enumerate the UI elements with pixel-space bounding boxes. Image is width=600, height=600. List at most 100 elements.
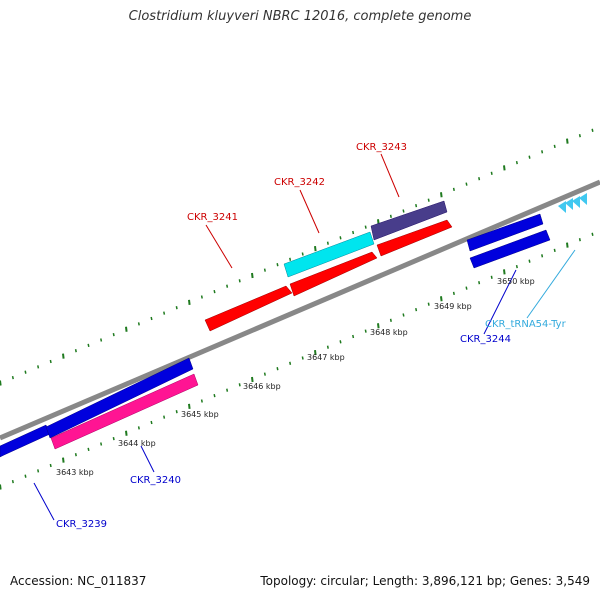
scale-label: 3648 kbp <box>370 328 408 337</box>
gene-ckr-3240[interactable] <box>50 373 199 450</box>
scale-tick-minor <box>100 338 103 342</box>
scale-tick-minor <box>389 214 392 218</box>
scale-tick-minor <box>100 442 103 446</box>
scale-tick-minor <box>326 345 329 349</box>
scale-tick-minor <box>289 257 292 261</box>
scale-tick-minor <box>364 329 367 333</box>
scale-label: 3644 kbp <box>118 439 156 448</box>
scale-tick-minor <box>175 410 178 414</box>
scale-tick-major <box>566 242 569 248</box>
scale-tick-major <box>125 430 128 436</box>
scale-tick-minor <box>137 426 140 430</box>
scale-tick-minor <box>490 275 493 279</box>
gene-label-ckr-3243[interactable]: CKR_3243 <box>356 142 407 153</box>
scale-tick-minor <box>276 367 279 371</box>
scale-tick-minor <box>389 318 392 322</box>
scale-tick-minor <box>87 343 90 348</box>
scale-tick-minor <box>263 372 266 376</box>
scale-label: 3649 kbp <box>434 302 472 311</box>
scale-tick-minor <box>541 254 544 258</box>
gene-cyan[interactable] <box>283 231 375 278</box>
scale-tick-minor <box>49 463 52 468</box>
scale-tick-minor <box>578 238 581 242</box>
gene-ckr-3239[interactable] <box>0 424 51 458</box>
map-title: Clostridium kluyveri NBRC 12016, complet… <box>128 9 472 24</box>
scale-tick-minor <box>37 365 40 369</box>
scale-tick-minor <box>339 340 342 344</box>
scale-tick-minor <box>427 198 430 202</box>
scale-tick-minor <box>37 469 40 473</box>
trna-chevron-3[interactable] <box>572 196 580 208</box>
scale-tick-minor <box>163 311 166 315</box>
scale-tick-minor <box>352 334 355 339</box>
scale-tick-major <box>188 299 191 306</box>
gene-label-ckr-3241[interactable]: CKR_3241 <box>187 212 238 223</box>
scale-tick-minor <box>553 248 556 253</box>
scale-tick-minor <box>112 332 115 337</box>
scale-tick-major <box>314 245 317 252</box>
scale-tick-major <box>503 165 506 171</box>
scale-tick-minor <box>578 134 581 138</box>
gene-ckr-3242-a[interactable] <box>289 251 378 297</box>
scale-tick-minor <box>591 232 594 236</box>
scale-tick-major <box>62 353 65 359</box>
gene-label-trna[interactable]: CKR_tRNA54-Tyr <box>485 319 567 330</box>
scale-tick-minor <box>238 383 241 387</box>
gene-ckr-3243-purple[interactable] <box>370 200 448 241</box>
scale-tick-minor <box>465 182 468 186</box>
trna-chevron-2[interactable] <box>565 198 573 210</box>
scale-tick-minor <box>402 313 405 317</box>
scale-tick-minor <box>49 359 52 364</box>
scale-tick-major <box>440 296 443 302</box>
gene-ckr-3244[interactable] <box>466 213 544 252</box>
scale-tick-minor <box>352 230 355 235</box>
gene-blue-long[interactable] <box>45 357 194 439</box>
scale-tick-minor <box>427 302 430 306</box>
gene-label-ckr-3239[interactable]: CKR_3239 <box>56 519 107 530</box>
scale-tick-minor <box>87 447 90 452</box>
trna-chevron-4[interactable] <box>579 193 587 205</box>
gene-label-ckr-3240[interactable]: CKR_3240 <box>130 475 181 486</box>
scale-tick-minor <box>553 144 556 149</box>
scale-tick-minor <box>490 171 493 175</box>
gene-label-ckr-3242[interactable]: CKR_3242 <box>274 177 325 188</box>
scale-tick-minor <box>478 177 481 181</box>
gene-ckr-3243-red[interactable] <box>376 219 453 257</box>
scale-label: 3646 kbp <box>243 382 281 391</box>
scale-tick-minor <box>163 415 166 419</box>
scale-tick-minor <box>339 236 342 240</box>
scale-tick-minor <box>213 393 216 398</box>
scale-tick-minor <box>541 150 544 154</box>
scale-tick-major <box>566 138 569 144</box>
genome-backbone <box>0 179 600 441</box>
scale-tick-minor <box>415 203 418 208</box>
scale-tick-minor <box>263 268 266 272</box>
scale-tick-major <box>125 326 128 332</box>
scale-labels: 3643 kbp 3644 kbp 3645 kbp 3646 kbp 3647… <box>56 277 535 477</box>
scale-tick-minor <box>150 316 153 321</box>
trna-chevron-1[interactable] <box>558 201 566 213</box>
accession-text: Accession: NC_011837 <box>10 574 147 588</box>
gene-ckr-3241[interactable] <box>204 285 293 332</box>
scale-tick-minor <box>301 252 304 256</box>
scale-tick-major <box>251 376 254 383</box>
scale-tick-minor <box>24 370 27 374</box>
gene-ckr-3244-b[interactable] <box>469 229 551 269</box>
scale-tick-minor <box>402 209 405 213</box>
scale-tick-minor <box>478 281 481 285</box>
scale-tick-minor <box>515 264 518 269</box>
scale-tick-minor <box>24 474 27 478</box>
scale-tick-minor <box>415 307 418 312</box>
scale-tick-minor <box>175 306 178 310</box>
scale-tick-minor <box>226 388 229 392</box>
scale-tick-major <box>0 380 2 386</box>
scale-tick-minor <box>276 263 279 267</box>
scale-tick-major <box>503 269 506 275</box>
scale-tick-major <box>314 349 317 356</box>
scale-tick-minor <box>238 279 241 283</box>
scale-tick-minor <box>301 356 304 360</box>
scale-tick-major <box>0 484 2 490</box>
scale-label: 3647 kbp <box>307 353 345 362</box>
scale-tick-minor <box>137 322 140 326</box>
gene-label-ckr-3244[interactable]: CKR_3244 <box>460 334 511 345</box>
